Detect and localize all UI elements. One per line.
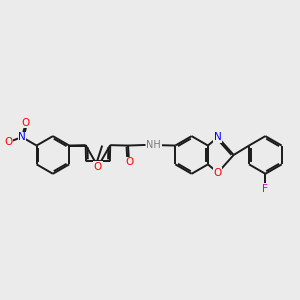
Text: NH: NH [146, 140, 161, 150]
Text: O: O [214, 168, 222, 178]
Text: N: N [18, 132, 26, 142]
Text: N: N [214, 132, 222, 142]
Text: O: O [94, 161, 102, 172]
Text: F: F [262, 184, 268, 194]
Text: O: O [125, 158, 133, 167]
Text: O: O [4, 137, 12, 147]
Text: O: O [22, 118, 30, 128]
